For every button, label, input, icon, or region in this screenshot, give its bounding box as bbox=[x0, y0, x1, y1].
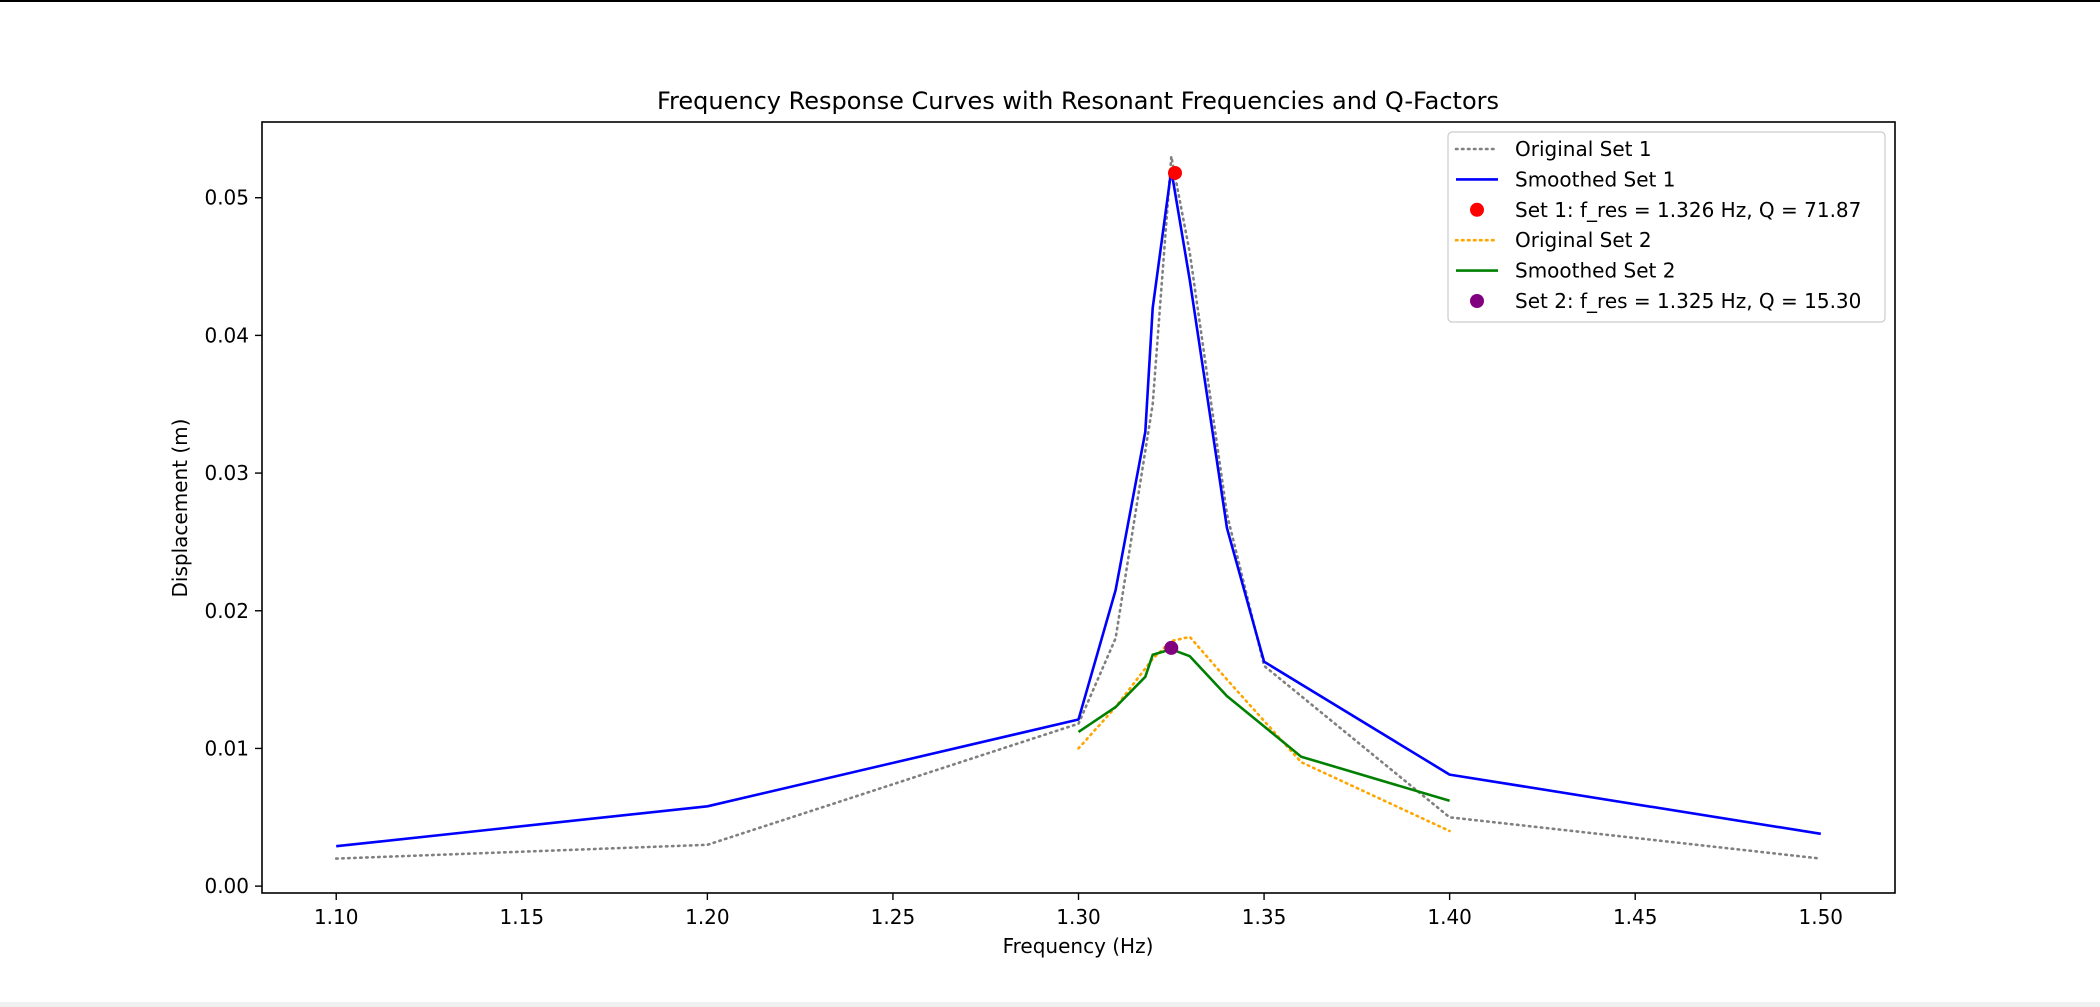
legend-marker-set-2 bbox=[1470, 294, 1484, 308]
x-axis-label: Frequency (Hz) bbox=[1003, 934, 1154, 958]
bottom-edge bbox=[0, 1002, 2100, 1007]
resonance-marker-set-2 bbox=[1164, 640, 1179, 655]
x-tick-label: 1.40 bbox=[1427, 905, 1472, 929]
legend-label: Set 2: f_res = 1.325 Hz, Q = 15.30 bbox=[1515, 289, 1861, 313]
x-tick-label: 1.15 bbox=[500, 905, 545, 929]
legend-label: Original Set 1 bbox=[1515, 137, 1652, 161]
x-tick-label: 1.30 bbox=[1056, 905, 1101, 929]
series-layer bbox=[334, 155, 1823, 860]
legend-marker-set-1 bbox=[1470, 202, 1484, 217]
series-line-original-set-1 bbox=[334, 155, 1823, 860]
resonance-markers bbox=[1164, 165, 1182, 655]
y-axis-label: Displacement (m) bbox=[168, 419, 192, 598]
y-tick-label: 0.01 bbox=[204, 736, 249, 760]
x-tick-label: 1.25 bbox=[871, 905, 916, 929]
legend-label: Original Set 2 bbox=[1515, 228, 1652, 252]
y-tick-label: 0.04 bbox=[204, 323, 249, 347]
chart-title: Frequency Response Curves with Resonant … bbox=[657, 87, 1499, 115]
x-tick-label: 1.45 bbox=[1613, 905, 1658, 929]
legend-label: Smoothed Set 1 bbox=[1515, 167, 1675, 191]
legend-label: Smoothed Set 2 bbox=[1515, 259, 1675, 283]
x-tick-label: 1.35 bbox=[1242, 905, 1287, 929]
legend-box bbox=[1447, 131, 1886, 323]
x-tick-label: 1.50 bbox=[1799, 905, 1844, 929]
legend: Original Set 1 Smoothed Set 1 Set 1: f_res… bbox=[1447, 131, 1886, 323]
x-tick-label: 1.20 bbox=[685, 905, 730, 929]
x-axis-ticks: 1.10 1.15 1.20 1.25 1.30 1.35 1.40 1.45 1.50 bbox=[314, 893, 1843, 929]
series-line-smoothed-set-1 bbox=[336, 168, 1822, 848]
x-tick-label: 1.10 bbox=[314, 905, 359, 929]
y-axis-ticks: 0.00 0.01 0.02 0.03 0.04 0.05 bbox=[204, 186, 262, 898]
y-tick-label: 0.00 bbox=[204, 874, 249, 898]
legend-label: Set 1: f_res = 1.326 Hz, Q = 71.87 bbox=[1515, 198, 1861, 222]
series-line-smoothed-set-2 bbox=[1077, 647, 1450, 803]
y-tick-label: 0.02 bbox=[204, 599, 249, 623]
resonance-marker-set-1 bbox=[1167, 165, 1182, 180]
series-line-original-set-2 bbox=[1077, 635, 1451, 833]
window-top-border bbox=[0, 0, 2100, 2]
y-tick-label: 0.03 bbox=[204, 461, 249, 485]
y-tick-label: 0.05 bbox=[204, 186, 249, 210]
